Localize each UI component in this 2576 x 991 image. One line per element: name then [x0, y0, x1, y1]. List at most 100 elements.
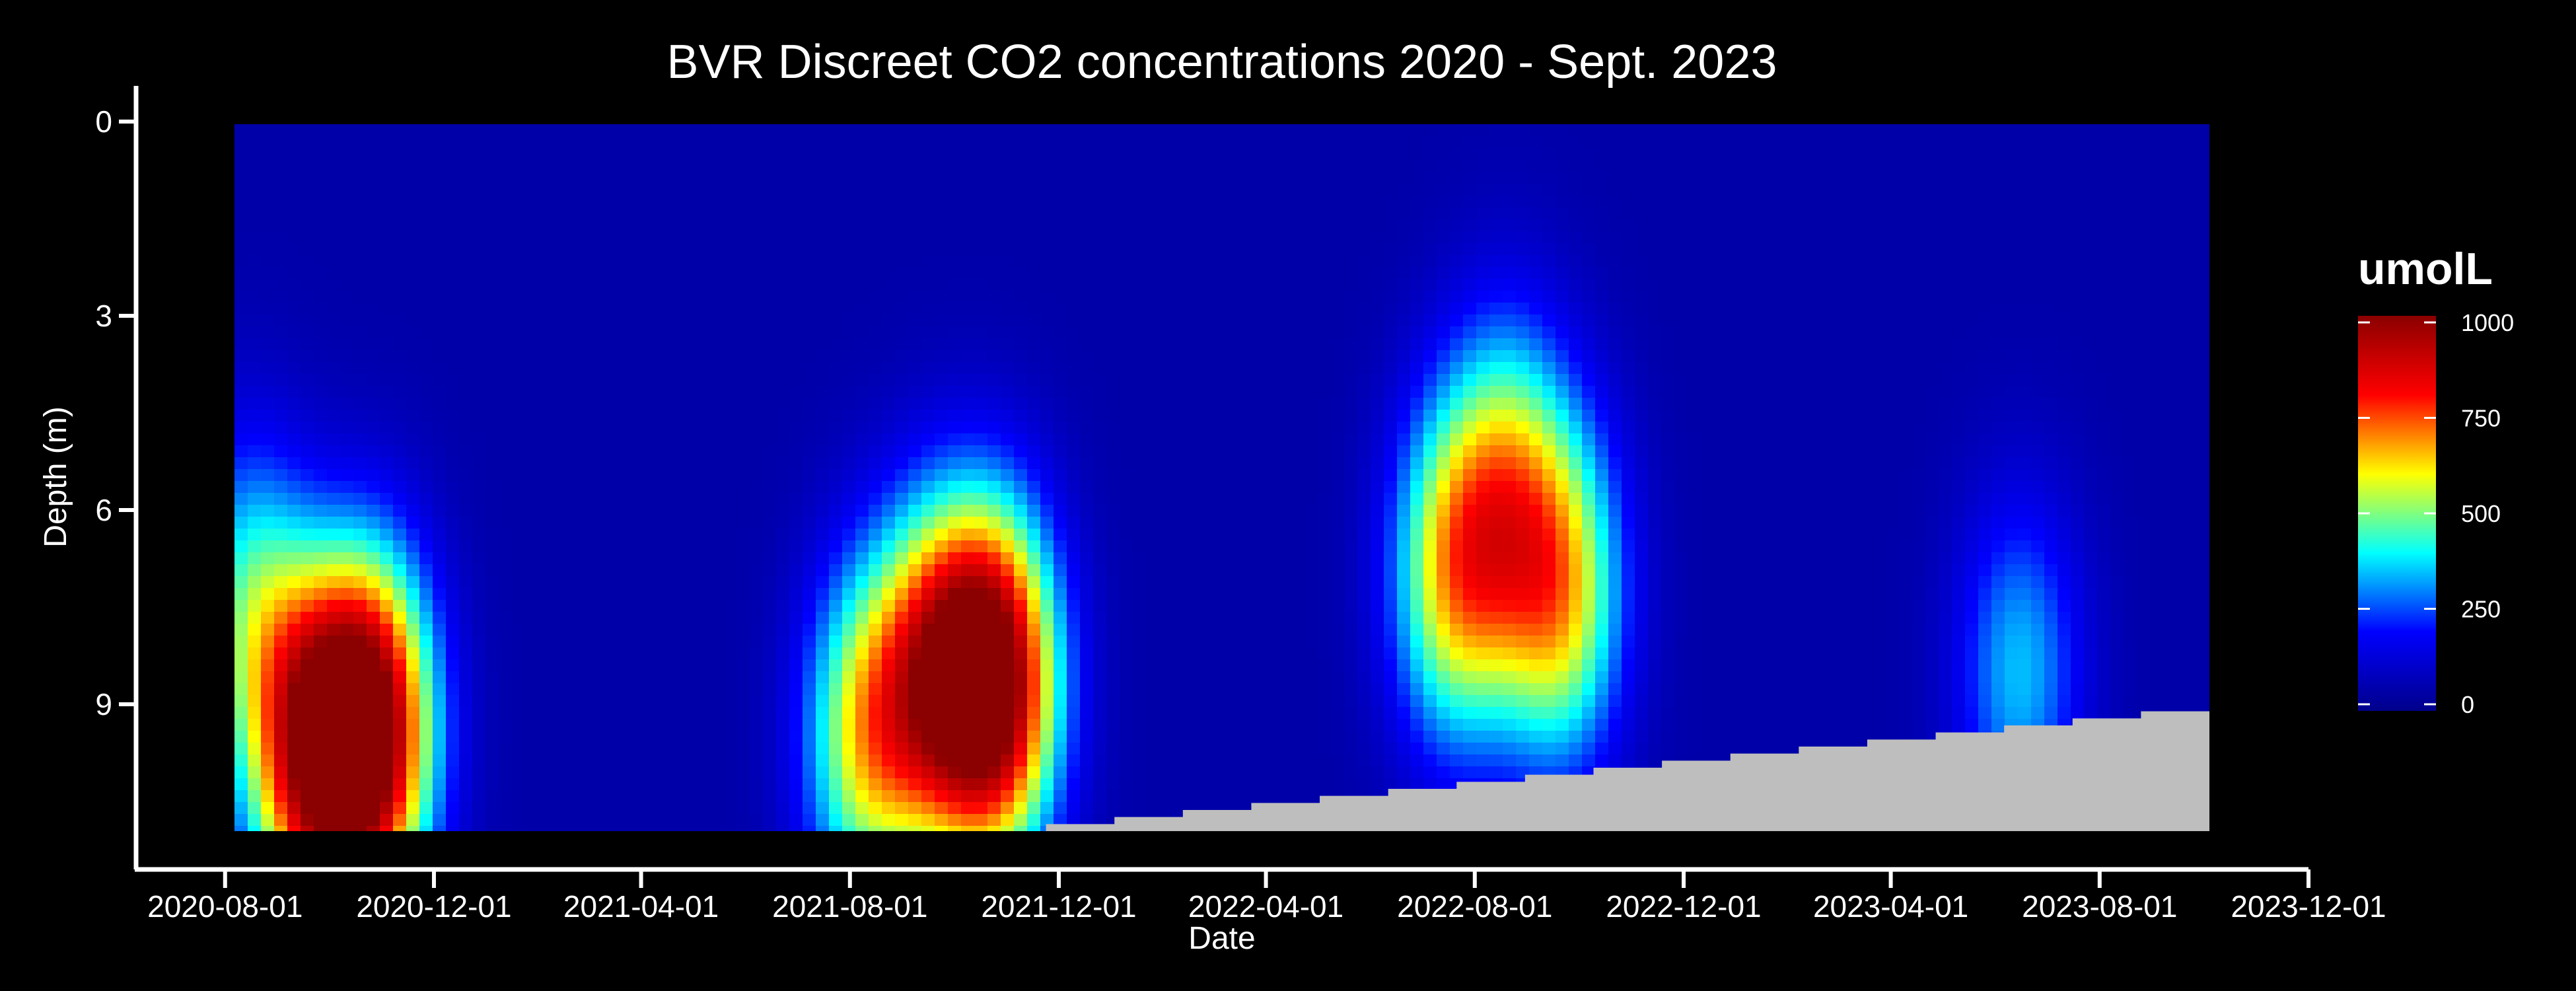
- heatmap-cell: [1397, 362, 1411, 375]
- heatmap-cell: [2005, 338, 2019, 351]
- heatmap-cell: [1265, 445, 1279, 458]
- heatmap-cell: [301, 422, 314, 434]
- heatmap-cell: [234, 196, 248, 208]
- heatmap-cell: [1767, 422, 1781, 434]
- heatmap-cell: [1305, 481, 1318, 494]
- heatmap-cell: [248, 172, 262, 184]
- heatmap-cell: [1582, 160, 1596, 172]
- heatmap-cell: [710, 219, 724, 232]
- heatmap-cell: [1846, 160, 1860, 172]
- heatmap-cell: [961, 410, 975, 422]
- heatmap-cell: [644, 184, 658, 196]
- heatmap-cell: [1965, 291, 1979, 303]
- heatmap-cell: [935, 172, 948, 184]
- heatmap-cell: [2005, 184, 2019, 196]
- heatmap-cell: [1886, 326, 1900, 339]
- heatmap-cell: [1873, 184, 1886, 196]
- heatmap-cell: [591, 303, 605, 315]
- heatmap-cell: [1912, 326, 1926, 339]
- heatmap-cell: [301, 207, 314, 220]
- heatmap-cell: [789, 493, 803, 505]
- heatmap-cell: [604, 433, 618, 446]
- heatmap-cell: [1582, 445, 1596, 458]
- heatmap-cell: [1093, 160, 1107, 172]
- heatmap-cell: [1846, 184, 1860, 196]
- heatmap-cell: [1740, 124, 1754, 137]
- heatmap-cell: [1397, 243, 1411, 256]
- heatmap-cell: [974, 481, 988, 494]
- heatmap-cell: [499, 493, 513, 505]
- heatmap-cell: [1265, 362, 1279, 375]
- heatmap-cell: [855, 291, 869, 303]
- heatmap-cell: [908, 481, 922, 494]
- heatmap-cell: [750, 457, 764, 470]
- heatmap-cell: [2018, 243, 2032, 256]
- heatmap-cell: [1344, 469, 1358, 482]
- heatmap-cell: [1859, 350, 1873, 363]
- heatmap-cell: [1846, 362, 1860, 375]
- heatmap-cell: [301, 243, 314, 256]
- heatmap-cell: [301, 362, 314, 375]
- heatmap-cell: [1833, 350, 1847, 363]
- heatmap-cell: [353, 172, 367, 184]
- heatmap-cell: [684, 422, 698, 434]
- heatmap-cell: [1886, 350, 1900, 363]
- heatmap-cell: [1305, 219, 1318, 232]
- heatmap-cell: [1040, 255, 1054, 268]
- heatmap-cell: [433, 219, 447, 232]
- heatmap-cell: [1516, 136, 1530, 149]
- heatmap-cell: [446, 148, 460, 161]
- heatmap-cell: [1318, 469, 1332, 482]
- heatmap-cell: [1846, 445, 1860, 458]
- heatmap-cell: [2071, 279, 2085, 291]
- heatmap-cell: [261, 196, 275, 208]
- heatmap-cell: [1925, 207, 1939, 220]
- heatmap-cell: [1397, 303, 1411, 315]
- heatmap-cell: [446, 433, 460, 446]
- heatmap-cell: [908, 422, 922, 434]
- heatmap-cell: [1846, 338, 1860, 351]
- heatmap-cell: [1740, 338, 1754, 351]
- heatmap-cell: [1661, 196, 1675, 208]
- heatmap-cell: [1027, 350, 1041, 363]
- heatmap-cell: [578, 136, 592, 149]
- heatmap-cell: [1331, 314, 1345, 327]
- heatmap-cell: [723, 148, 737, 161]
- heatmap-cell: [1516, 160, 1530, 172]
- heatmap-cell: [1622, 362, 1635, 375]
- heatmap-cell: [1384, 314, 1398, 327]
- heatmap-cell: [2137, 255, 2151, 268]
- heatmap-cell: [301, 505, 314, 517]
- heatmap-cell: [1397, 350, 1411, 363]
- heatmap-cell: [2031, 326, 2045, 339]
- heatmap-cell: [882, 386, 896, 398]
- heatmap-cell: [1093, 207, 1107, 220]
- heatmap-cell: [552, 231, 565, 244]
- heatmap-cell: [1291, 469, 1305, 482]
- heatmap-cell: [1582, 279, 1596, 291]
- heatmap-cell: [1529, 243, 1543, 256]
- heatmap-cell: [2084, 124, 2098, 137]
- heatmap-cell: [869, 255, 882, 268]
- heatmap-cell: [327, 124, 341, 137]
- heatmap-cell: [657, 457, 671, 470]
- heatmap-cell: [1463, 445, 1477, 458]
- heatmap-cell: [261, 445, 275, 458]
- heatmap-cell: [367, 172, 380, 184]
- heatmap-cell: [2150, 196, 2164, 208]
- heatmap-cell: [1093, 445, 1107, 458]
- heatmap-cell: [1635, 505, 1649, 517]
- heatmap-cell: [1595, 255, 1609, 268]
- heatmap-cell: [1371, 362, 1384, 375]
- heatmap-cell: [1146, 338, 1160, 351]
- heatmap-cell: [1859, 303, 1873, 315]
- heatmap-cell: [2071, 386, 2085, 398]
- heatmap-cell: [1859, 386, 1873, 398]
- heatmap-cell: [618, 196, 631, 208]
- heatmap-cell: [2150, 326, 2164, 339]
- heatmap-cell: [974, 422, 988, 434]
- heatmap-cell: [684, 314, 698, 327]
- heatmap-cell: [710, 314, 724, 327]
- heatmap-cell: [1489, 148, 1503, 161]
- heatmap-cell: [1991, 422, 2005, 434]
